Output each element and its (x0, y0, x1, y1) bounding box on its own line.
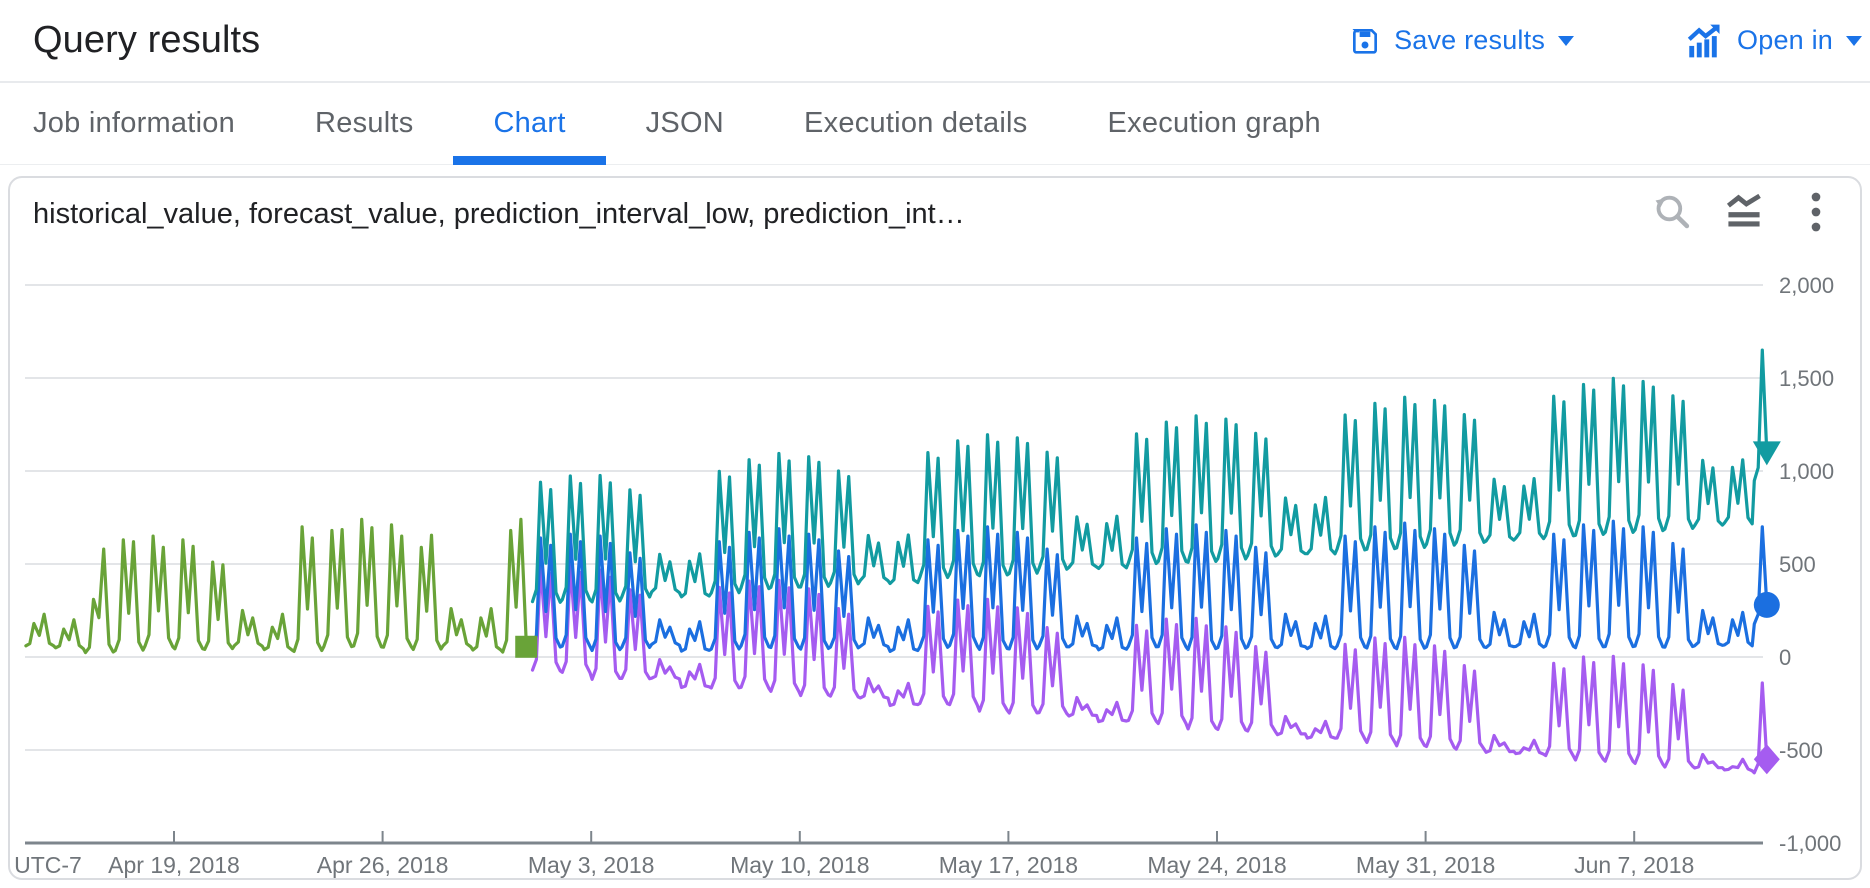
open-in-button[interactable]: Open in (1684, 23, 1862, 59)
page-title: Query results (33, 19, 261, 61)
chart-title: historical_value, forecast_value, predic… (33, 198, 965, 230)
x-axis-label: Apr 19, 2018 (108, 852, 240, 878)
y-axis-label: 0 (1779, 645, 1791, 670)
y-axis-label: 500 (1779, 552, 1816, 577)
chart-panel: historical_value, forecast_value, predic… (8, 176, 1862, 880)
caret-down-icon (1558, 35, 1575, 46)
tab-job-information[interactable]: Job information (33, 107, 236, 139)
caret-down-icon (1846, 35, 1862, 46)
save-results-label: Save results (1394, 25, 1546, 55)
chart-line-forecast_value (530, 519, 1769, 653)
x-axis-label: Jun 7, 2018 (1574, 852, 1694, 878)
x-axis-label: May 31, 2018 (1356, 852, 1495, 878)
results-tab-bar: Job information Results Chart JSON Execu… (0, 83, 1870, 165)
x-axis-label: May 3, 2018 (528, 852, 655, 878)
x-axis-label: May 24, 2018 (1147, 852, 1286, 878)
timeseries-chart[interactable]: 2,000 1,500 1,000 500 0 -500 -1,000 Apr 19, 201… (10, 178, 1860, 878)
x-axis-label: May 17, 2018 (939, 852, 1078, 878)
y-axis-label: -1,000 (1779, 831, 1841, 856)
y-axis-label: -500 (1779, 738, 1823, 763)
header-actions: Save results Open in (1349, 23, 1864, 59)
tab-results[interactable]: Results (315, 107, 414, 139)
open-in-label: Open in (1737, 25, 1833, 55)
tab-execution-details[interactable]: Execution details (804, 107, 1028, 139)
timezone-label: UTC-7 (14, 852, 82, 878)
x-axis-label: Apr 26, 2018 (317, 852, 449, 878)
chart-bars-arrow-icon (1687, 24, 1720, 57)
chart-line-prediction_interval_high (530, 348, 1769, 604)
series-end-marker-prediction_interval_low (1753, 744, 1780, 775)
more-vert-icon[interactable] (1792, 188, 1840, 236)
query-results-header: Query results Save results Open in (0, 0, 1870, 83)
chart-settings-icon[interactable] (1720, 188, 1768, 236)
save-results-button[interactable]: Save results (1349, 25, 1575, 57)
save-icon (1352, 28, 1378, 54)
y-axis-label: 2,000 (1779, 273, 1834, 298)
y-axis-label: 1,000 (1779, 459, 1834, 484)
series-end-marker-prediction_interval_high (1752, 441, 1781, 466)
tab-execution-graph[interactable]: Execution graph (1107, 107, 1321, 139)
chart-line-historical_value (24, 517, 528, 655)
x-axis-label: May 10, 2018 (730, 852, 869, 878)
tab-json[interactable]: JSON (645, 107, 724, 139)
series-end-marker-historical_value (515, 635, 538, 658)
zoom-reset-icon[interactable] (1648, 188, 1696, 236)
series-end-marker-forecast_value (1753, 591, 1780, 618)
y-axis-label: 1,500 (1779, 366, 1834, 391)
tab-chart[interactable]: Chart (453, 83, 606, 165)
chart-toolbar (1648, 188, 1840, 236)
chart-line-prediction_interval_low (530, 563, 1769, 775)
